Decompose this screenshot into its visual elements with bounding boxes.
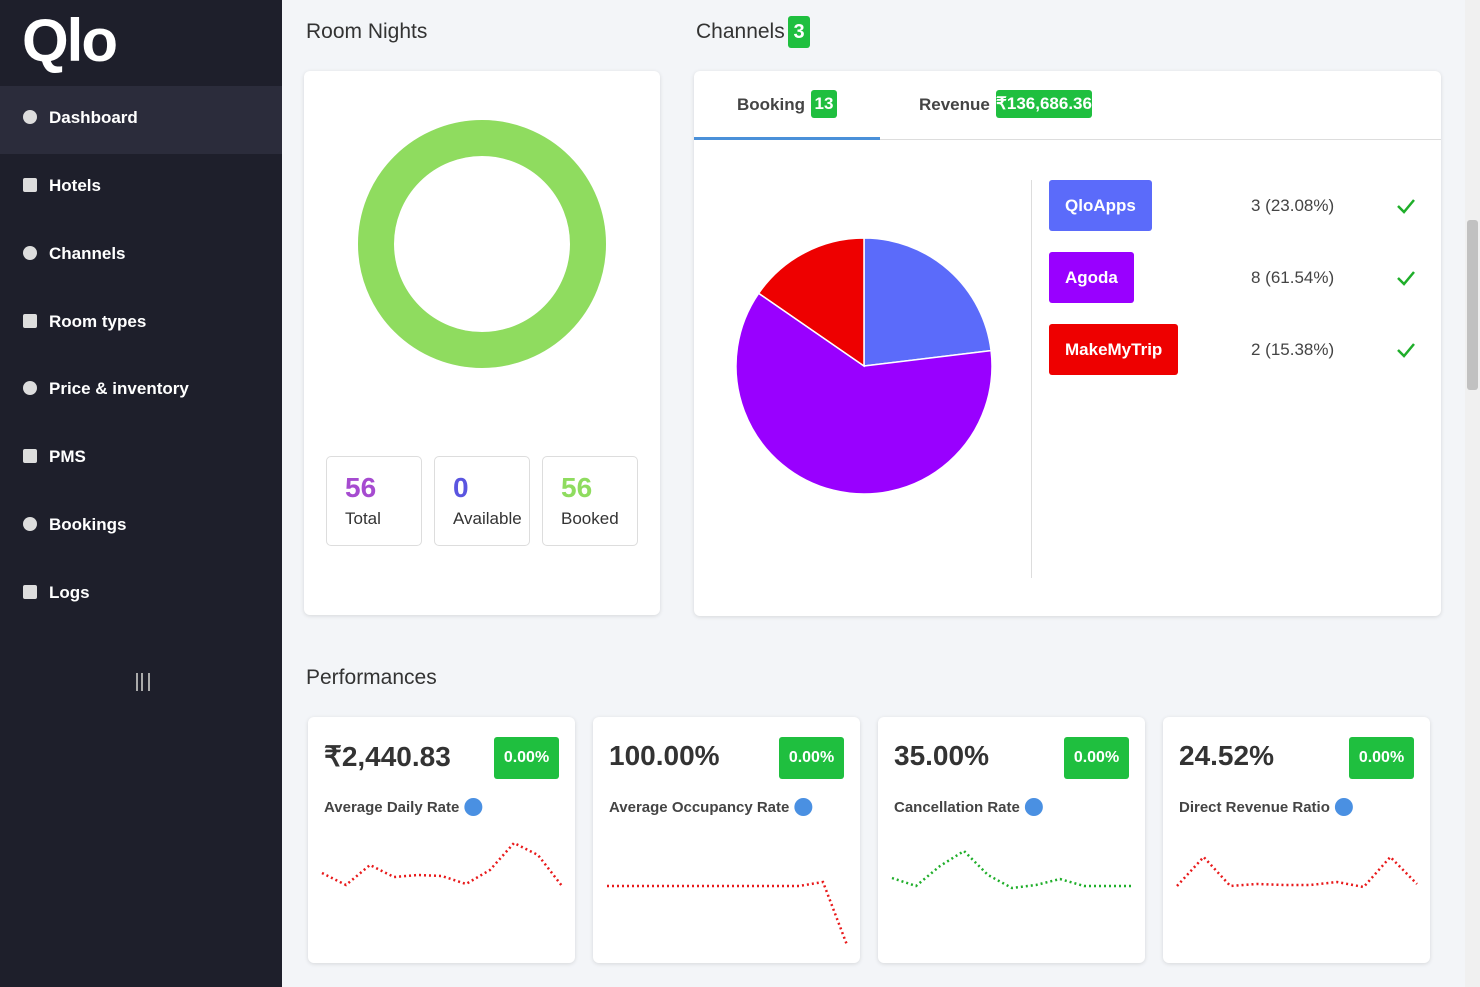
pie-slice	[863, 237, 992, 367]
tab-label[interactable]: Revenue	[919, 95, 990, 114]
count-badge: 3	[788, 16, 810, 48]
stat-value: 56	[345, 472, 377, 503]
perf-change: 0.00%	[494, 737, 559, 779]
perf-label: Average Occupancy Rate	[609, 799, 790, 816]
info-icon	[1334, 798, 1353, 816]
perf-change: 0.00%	[1064, 737, 1129, 779]
channel-pill[interactable]: QloApps	[1049, 180, 1152, 231]
menu-icon	[23, 110, 37, 124]
perf-value: 24.52%	[1179, 740, 1274, 771]
donut-segment	[358, 120, 606, 368]
channel-pill[interactable]: Agoda	[1049, 252, 1134, 303]
check-icon	[1397, 199, 1415, 214]
tab-badge: 13	[811, 90, 837, 118]
perf-label: Average Daily Rate	[324, 799, 460, 816]
perf-value: 100.00%	[609, 740, 720, 771]
check-icon	[1397, 343, 1415, 358]
menu-icon	[23, 314, 37, 328]
menu-icon	[23, 585, 37, 599]
pie-slice	[735, 292, 993, 495]
menu-item[interactable]: Logs	[49, 583, 90, 602]
info-icon	[794, 798, 813, 816]
stat-label: Booked	[561, 509, 619, 528]
logo: Qlo	[22, 7, 118, 74]
menu-icon	[23, 246, 37, 260]
sparkline	[891, 849, 1132, 890]
section-title: Room Nights	[306, 20, 428, 43]
perf-value: ₹2,440.83	[324, 741, 451, 772]
menu-item[interactable]: Dashboard	[49, 108, 138, 127]
menu-icon	[23, 381, 37, 395]
menu-item[interactable]: PMS	[49, 447, 86, 466]
stat-value: 0	[453, 472, 469, 503]
menu-item[interactable]: Bookings	[49, 515, 127, 534]
perf-change: 0.00%	[1349, 737, 1414, 779]
scrollbar	[1465, 0, 1480, 987]
collapse-handle[interactable]	[136, 673, 150, 691]
stat-box	[326, 456, 422, 546]
tab-badge: ₹136,686.36	[996, 90, 1092, 118]
stat-value: 56	[561, 472, 593, 503]
menu-item[interactable]: Room types	[49, 312, 147, 331]
perf-label: Direct Revenue Ratio	[1179, 799, 1330, 816]
active-tab-underline	[694, 137, 880, 140]
info-icon	[1024, 798, 1043, 816]
channel-value: 2 (15.38%)	[1251, 340, 1335, 359]
active-menu-bg	[0, 86, 282, 154]
sparkline	[321, 841, 563, 887]
sparkline	[1176, 855, 1418, 889]
section-title: Channels	[696, 20, 785, 43]
perf-change: 0.00%	[779, 737, 844, 779]
menu-item[interactable]: Hotels	[49, 176, 101, 195]
menu-item[interactable]: Price & inventory	[49, 379, 189, 398]
menu-icon	[23, 178, 37, 192]
channel-value: 8 (61.54%)	[1251, 268, 1335, 287]
menu-item[interactable]: Channels	[49, 244, 126, 263]
stat-label: Total	[345, 509, 381, 528]
menu-icon	[23, 449, 37, 463]
perf-value: 35.00%	[894, 740, 989, 771]
sidebar: Qlo	[0, 0, 282, 987]
pie-slice	[757, 237, 865, 368]
stat-label: Available	[453, 509, 522, 528]
check-icon	[1397, 271, 1415, 286]
stat-box	[542, 456, 638, 546]
tab-label[interactable]: Booking	[737, 95, 805, 114]
menu-icon	[23, 517, 37, 531]
info-icon	[464, 798, 483, 816]
section-title: Performances	[306, 666, 437, 689]
stat-box	[434, 456, 530, 546]
channel-value: 3 (23.08%)	[1251, 196, 1335, 215]
sparkline	[607, 880, 849, 946]
channel-pill[interactable]: MakeMyTrip	[1049, 324, 1179, 375]
perf-label: Cancellation Rate	[894, 799, 1020, 816]
